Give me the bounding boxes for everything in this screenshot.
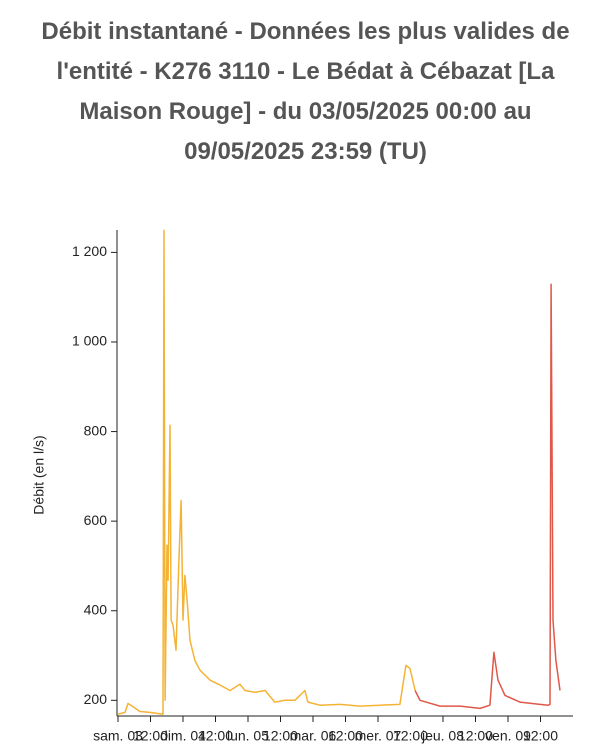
x-tick-label: 12:00: [393, 728, 428, 744]
y-tick-label: 800: [84, 422, 108, 438]
x-tick-label: 12:00: [263, 728, 298, 744]
y-tick-label: 1 200: [72, 243, 107, 259]
y-tick-label: 400: [84, 601, 108, 617]
y-tick-label: 600: [84, 512, 108, 528]
x-tick-label: jeu. 08: [421, 728, 464, 744]
data-line: [414, 283, 561, 710]
chart-title: Débit instantané - Données les plus vali…: [41, 18, 570, 165]
x-tick-label: 12:00: [523, 728, 558, 744]
x-tick-label: ven. 09: [485, 728, 531, 744]
x-tick-label: mer. 07: [355, 728, 402, 744]
data-line: [117, 229, 416, 715]
x-tick-label: lun. 05: [227, 728, 269, 744]
x-tick-label: 12:00: [198, 728, 233, 744]
x-tick-label: mar. 06: [290, 728, 337, 744]
y-axis-label: Débit (en l/s): [31, 435, 47, 514]
x-tick-label: 12:00: [458, 728, 493, 744]
y-tick-label: 1 000: [72, 333, 107, 349]
y-tick-label: 200: [84, 691, 108, 707]
x-tick-label: dim. 04: [160, 728, 206, 744]
x-tick-label: 12:00: [133, 728, 168, 744]
x-tick-label: 12:00: [328, 728, 363, 744]
x-tick-label: sam. 03: [93, 728, 143, 744]
